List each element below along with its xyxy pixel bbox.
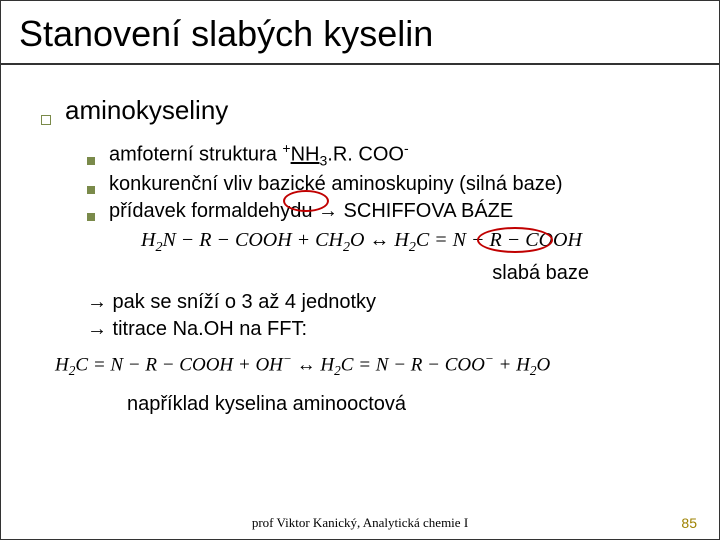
subscript: 2 <box>530 363 537 378</box>
highlight-oval-icon <box>283 190 329 212</box>
f-span: + H <box>494 354 530 375</box>
f-span: ↔ H <box>292 354 334 375</box>
subscript: 2 <box>343 240 350 255</box>
superscript: + <box>282 140 290 156</box>
arrow-line-1: → pak se sníží o 3 až 4 jednotky <box>41 291 689 314</box>
arrow-line-2: → titrace Na.OH na FFT: <box>41 318 689 341</box>
highlight-oval-icon <box>477 227 553 253</box>
underline-span: NH <box>291 144 320 166</box>
bullet-text: konkurenční vliv bazické aminoskupiny (s… <box>109 173 563 196</box>
subscript: 2 <box>334 363 341 378</box>
superscript: − <box>485 351 494 366</box>
title-block: Stanovení slabých kyselin <box>1 1 719 65</box>
f-span: O <box>537 354 551 375</box>
f-span: N − R − COOH + CH <box>162 229 343 251</box>
bullet-item: přídavek formaldehydu → SCHIFFOVA BÁZE <box>87 200 689 223</box>
bullet-item: amfoterní struktura +NH3.R. COO- <box>87 140 689 169</box>
example-line: například kyselina aminooctová <box>41 393 689 416</box>
bullet-level1: aminokyseliny <box>41 95 689 126</box>
f-span: C = N − R − COO <box>341 354 485 375</box>
footer-credit: prof Viktor Kanický, Analytická chemie I <box>1 515 719 531</box>
filled-square-icon <box>87 213 95 221</box>
text-span: .R. COO <box>327 144 404 166</box>
bullet-level2-group: amfoterní struktura +NH3.R. COO- konkure… <box>41 140 689 223</box>
page-number: 85 <box>681 515 697 531</box>
weak-base-label: slabá baze <box>41 262 689 285</box>
bullet-text: amfoterní struktura +NH3.R. COO- <box>109 140 409 169</box>
bullet-item: konkurenční vliv bazické aminoskupiny (s… <box>87 173 689 196</box>
f-span: C = N − R − COOH + OH <box>75 354 283 375</box>
page-title: Stanovení slabých kyselin <box>19 13 701 55</box>
f-span: H <box>55 354 69 375</box>
f-span: H <box>141 229 155 251</box>
superscript: - <box>404 140 409 156</box>
f-span: O ↔ H <box>350 229 409 251</box>
superscript: − <box>283 351 292 366</box>
filled-square-icon <box>87 186 95 194</box>
text-span: amfoterní struktura <box>109 144 282 166</box>
lvl1-label: aminokyseliny <box>65 95 228 126</box>
content: aminokyseliny amfoterní struktura +NH3.R… <box>1 65 719 416</box>
chem-formula-1: H2N − R − COOH + CH2O ↔ H2C = N − R − CO… <box>41 229 689 256</box>
chem-formula-2: H2C = N − R − COOH + OH− ↔ H2C = N − R −… <box>41 351 689 379</box>
hollow-square-icon <box>41 115 51 125</box>
filled-square-icon <box>87 157 95 165</box>
subscript: 2 <box>409 240 416 255</box>
